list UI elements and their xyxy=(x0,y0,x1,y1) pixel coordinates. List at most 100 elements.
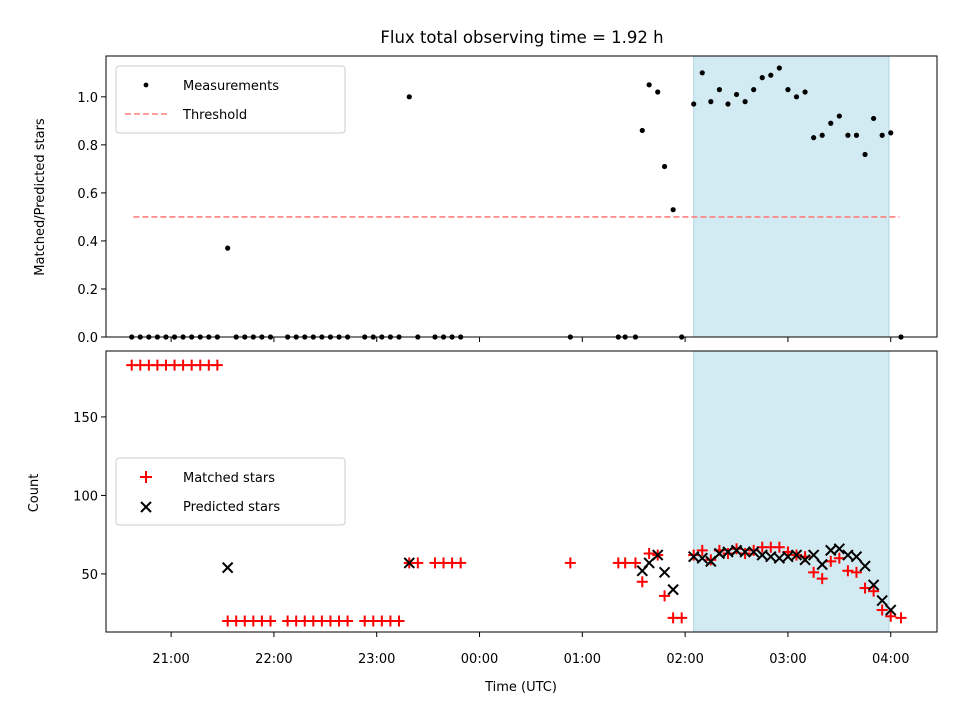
matched-star-point xyxy=(455,557,467,569)
legend-measurements-label: Measurements xyxy=(183,79,279,94)
measurement-point xyxy=(759,75,765,81)
legend-matched-marker xyxy=(140,471,152,483)
measurement-point xyxy=(646,82,652,88)
predicted-star-point xyxy=(842,549,854,561)
y-tick-label: 0.0 xyxy=(77,331,98,346)
measurement-point xyxy=(716,87,722,93)
x-tick-label: 03:00 xyxy=(769,652,806,667)
bottom-panel: 50 100 150 21:00 22:00 23:00 00:00 01:00 02:00 03… xyxy=(27,350,938,695)
y-axis-label-top: Matched/Predicted stars xyxy=(33,118,48,276)
matched-star-point xyxy=(264,615,276,627)
y-tick-label: 100 xyxy=(73,489,98,504)
y-tick-label: 0.8 xyxy=(77,139,98,154)
predicted-star-point xyxy=(658,566,671,579)
matched-star-point xyxy=(868,585,880,597)
predicted-star-point xyxy=(850,550,863,563)
y-tick-label: 50 xyxy=(81,568,98,583)
matched-star-point xyxy=(876,604,888,616)
legend-predicted-marker xyxy=(140,501,152,513)
legend-bottom-frame xyxy=(115,457,346,526)
predicted-star-point xyxy=(876,594,888,607)
matched-star-point xyxy=(773,541,785,553)
legend-matched-label: Matched stars xyxy=(183,471,275,486)
measurement-point xyxy=(802,89,808,95)
measurement-point xyxy=(811,135,817,141)
predicted-star-point xyxy=(687,550,700,563)
top-panel: 0.0 0.2 0.4 0.6 0.8 1.0 Matched/Predicted sta… xyxy=(33,55,938,346)
measurement-point xyxy=(655,89,661,95)
measurement-point xyxy=(776,65,782,71)
legend-top-frame xyxy=(115,65,346,134)
matched-star-point xyxy=(885,610,897,622)
observing-window-shade xyxy=(693,350,890,633)
measurement-point xyxy=(828,120,834,126)
matched-star-point xyxy=(808,566,820,578)
matched-star-point xyxy=(842,565,854,577)
y-tick-label: 0.2 xyxy=(77,283,98,298)
predicted-star-point xyxy=(756,549,768,561)
measurement-point xyxy=(836,113,842,119)
measurement-point xyxy=(879,132,885,138)
predicted-star-point xyxy=(730,544,743,557)
axes-frame xyxy=(105,350,938,633)
matched-star-point xyxy=(636,576,648,588)
legend-predicted-label: Predicted stars xyxy=(183,500,280,515)
y-tick-label: 0.4 xyxy=(77,235,98,250)
figure-title: Flux total observing time = 1.92 h xyxy=(380,28,663,47)
measurement-point xyxy=(871,115,877,122)
measurement-point xyxy=(699,70,705,76)
legend-top: Measurements Threshold xyxy=(115,65,346,134)
y-tick-label: 1.0 xyxy=(77,91,98,106)
predicted-star-point xyxy=(885,604,897,616)
measurement-point xyxy=(691,101,697,107)
measurement-point xyxy=(768,72,774,78)
x-tick-label: 22:00 xyxy=(255,652,292,667)
matched-star-point xyxy=(722,548,734,560)
matched-star-point xyxy=(833,552,845,564)
predicted-star-point xyxy=(667,583,679,596)
x-tick-label: 23:00 xyxy=(358,652,395,667)
matched-star-point xyxy=(211,359,223,371)
axes-frame xyxy=(105,55,938,338)
x-tick-label: 01:00 xyxy=(564,652,601,667)
legend-threshold-label: Threshold xyxy=(182,108,247,123)
measurement-point xyxy=(708,99,714,105)
measurement-point xyxy=(845,132,851,138)
matched-star-point xyxy=(731,543,743,555)
measurement-point xyxy=(751,87,757,93)
predicted-star-point xyxy=(773,552,786,564)
x-axis-label: Time (UTC) xyxy=(484,680,557,695)
matched-star-point xyxy=(705,554,717,566)
x-tick-label: 21:00 xyxy=(152,652,189,667)
measurement-point xyxy=(853,132,860,138)
matched-star-point xyxy=(859,582,871,594)
predicted-star-point xyxy=(799,554,811,566)
matched-star-point xyxy=(676,612,688,624)
measurement-point xyxy=(406,94,412,100)
measurement-point xyxy=(742,99,748,105)
predicted-star-point xyxy=(825,544,837,557)
matched-star-point xyxy=(825,555,837,567)
matched-star-point xyxy=(412,557,424,569)
legend-measurement-marker xyxy=(143,82,149,88)
matched-star-point xyxy=(739,548,751,560)
matched-star-point xyxy=(342,615,354,627)
measurement-point xyxy=(670,207,676,213)
predicted-star-point xyxy=(403,557,415,569)
measurement-point xyxy=(725,101,731,107)
measurement-point xyxy=(661,163,668,170)
predicted-star-point xyxy=(713,547,726,560)
predicted-star-point xyxy=(696,552,708,564)
predicted-star-point xyxy=(722,546,734,558)
predicted-star-point xyxy=(765,550,777,563)
predicted-star-point xyxy=(790,549,803,561)
matched-star-point xyxy=(696,544,708,556)
predicted-star-point xyxy=(652,549,664,561)
y-axis-label-bottom: Count xyxy=(27,474,42,513)
x-tick-label: 04:00 xyxy=(872,652,909,667)
matched-star-point xyxy=(619,557,631,569)
y-tick-label: 0.6 xyxy=(77,187,98,202)
y-tick-label: 150 xyxy=(73,411,98,426)
predicted-star-point xyxy=(747,546,760,558)
